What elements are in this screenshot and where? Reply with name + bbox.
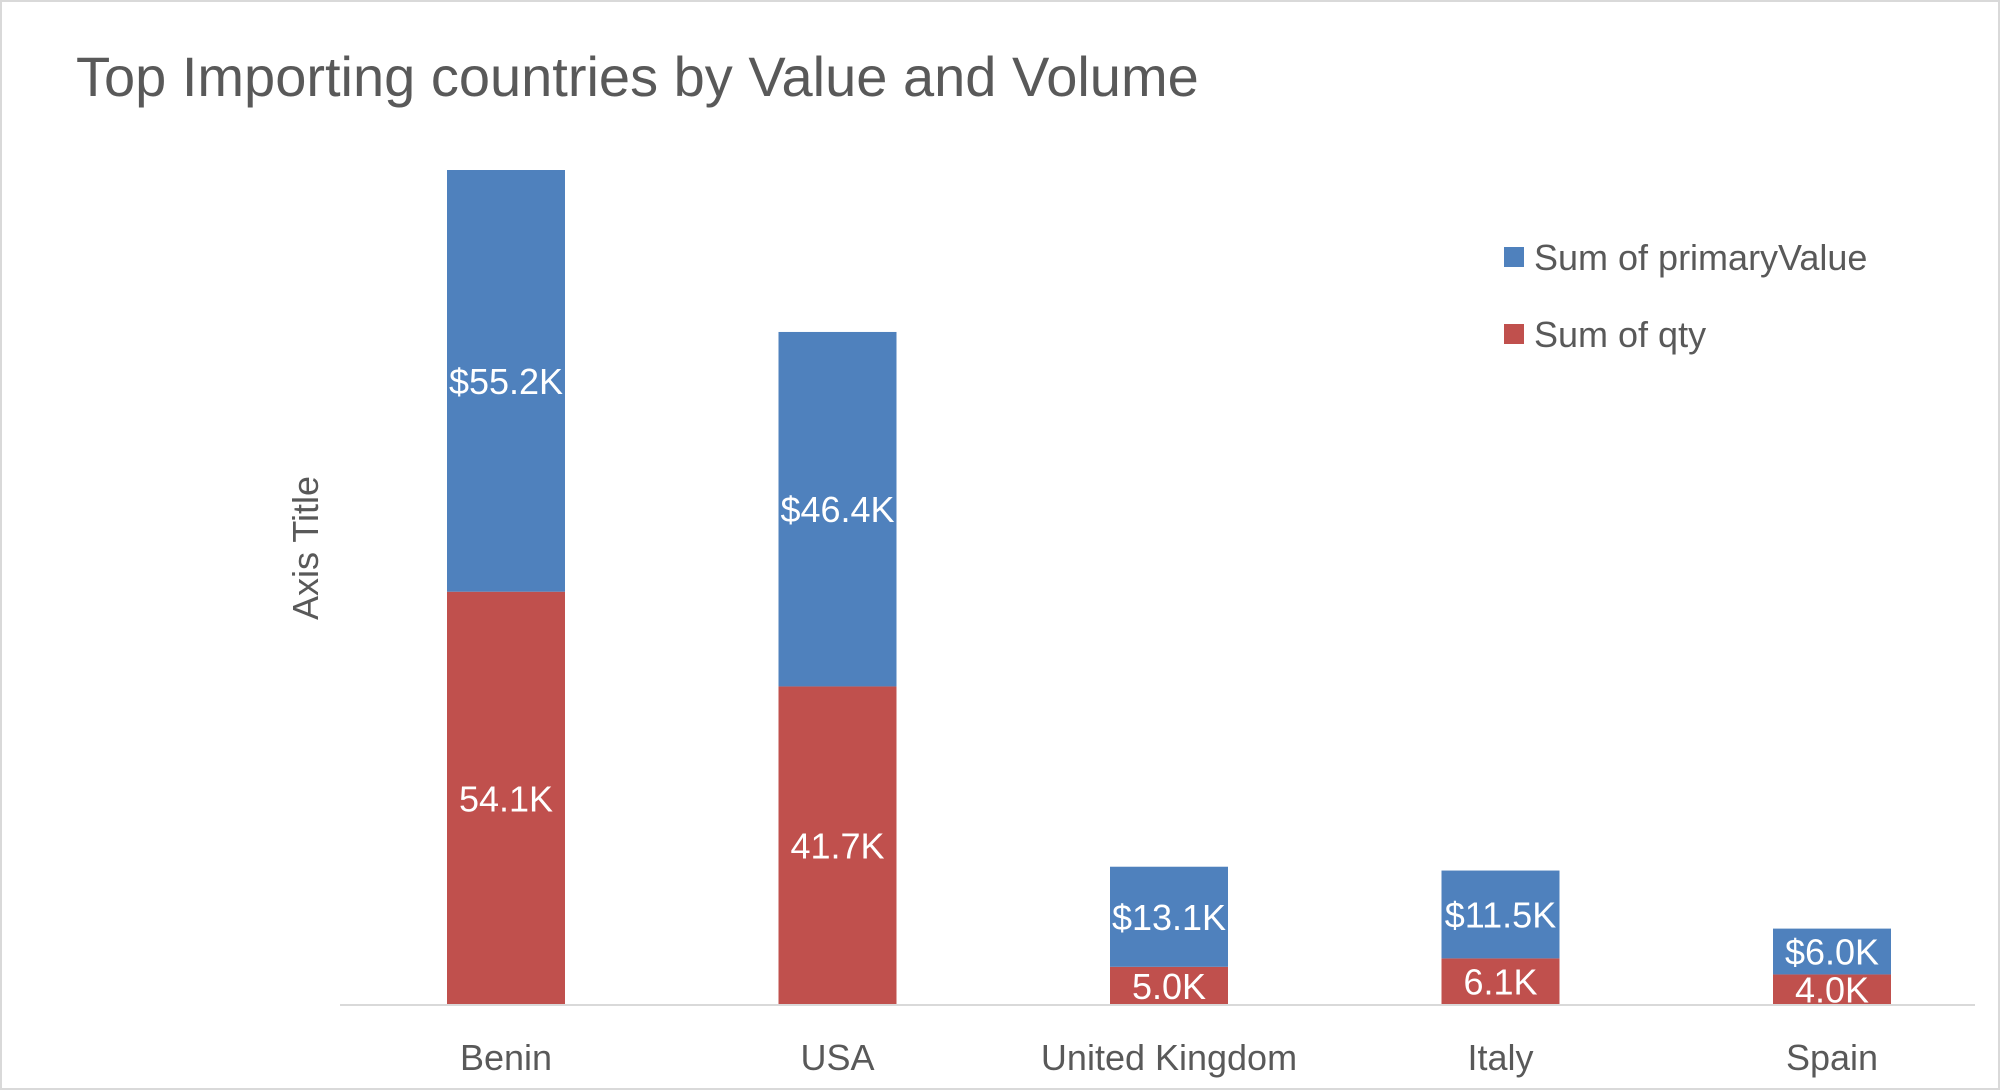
- data-label-sum-of-primaryvalue-spain: $6.0K: [1785, 932, 1879, 973]
- x-tick-label-spain: Spain: [1786, 1037, 1878, 1078]
- bar-sum-of-primaryvalue-italy: [1441, 870, 1560, 959]
- bar-sum-of-primaryvalue-benin: [447, 170, 565, 592]
- bar-sum-of-qty-united-kingdom: [1110, 966, 1228, 1005]
- bars-layer: [447, 170, 1891, 1005]
- bar-sum-of-qty-spain: [1773, 974, 1891, 1005]
- bar-sum-of-qty-usa: [778, 686, 897, 1005]
- data-label-sum-of-qty-united-kingdom: 5.0K: [1132, 966, 1206, 1007]
- data-label-sum-of-primaryvalue-usa: $46.4K: [780, 489, 894, 530]
- bar-sum-of-primaryvalue-united-kingdom: [1110, 866, 1228, 967]
- x-tick-label-italy: Italy: [1467, 1037, 1533, 1078]
- legend-swatch-sum-of-qty: [1504, 324, 1524, 344]
- x-tick-labels: Benin USA United Kingdom Italy Spain: [460, 1037, 1878, 1078]
- bar-sum-of-primaryvalue-usa: [778, 331, 897, 687]
- data-label-sum-of-primaryvalue-united-kingdom: $13.1K: [1112, 897, 1226, 938]
- chart-title: Top Importing countries by Value and Vol…: [76, 45, 1199, 108]
- bar-sum-of-qty-benin: [447, 591, 565, 1005]
- data-labels-layer: 54.1K $55.2K 41.7K $46.4K 5.0K $13.1K 6.1K $11.…: [449, 361, 1879, 1011]
- data-label-sum-of-qty-benin: 54.1K: [459, 778, 553, 819]
- data-label-sum-of-qty-spain: 4.0K: [1795, 970, 1869, 1011]
- x-tick-label-usa: USA: [800, 1037, 874, 1078]
- legend-label-sum-of-qty: Sum of qty: [1534, 314, 1706, 355]
- legend-label-sum-of-primaryvalue: Sum of primaryValue: [1534, 237, 1867, 278]
- x-tick-label-united-kingdom: United Kingdom: [1041, 1037, 1297, 1078]
- bar-sum-of-primaryvalue-spain: [1773, 928, 1891, 975]
- legend: Sum of primaryValue Sum of qty: [1504, 237, 1867, 355]
- legend-swatch-sum-of-primaryvalue: [1504, 247, 1524, 267]
- x-tick-label-benin: Benin: [460, 1037, 552, 1078]
- y-axis-title: Axis Title: [285, 476, 326, 620]
- data-label-sum-of-primaryvalue-benin: $55.2K: [449, 361, 563, 402]
- data-label-sum-of-qty-usa: 41.7K: [790, 826, 884, 867]
- data-label-sum-of-primaryvalue-italy: $11.5K: [1445, 894, 1556, 935]
- data-label-sum-of-qty-italy: 6.1K: [1463, 962, 1537, 1003]
- bar-sum-of-qty-italy: [1441, 958, 1560, 1005]
